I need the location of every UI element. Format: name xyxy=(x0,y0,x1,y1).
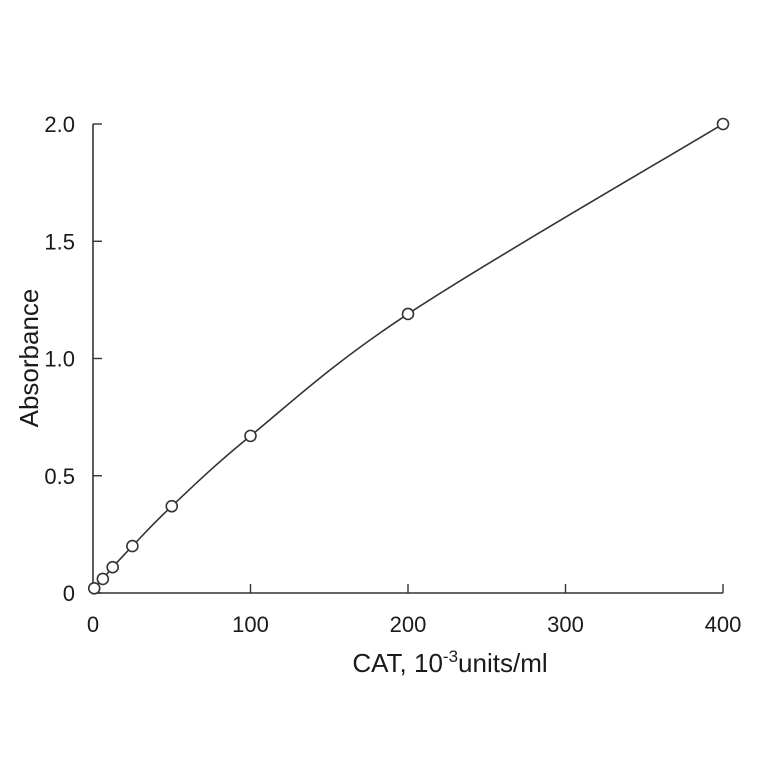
x-tick-label: 200 xyxy=(390,612,427,637)
data-point xyxy=(165,499,179,513)
data-point xyxy=(96,572,110,586)
x-axis-title: CAT, 10-3units/ml xyxy=(352,647,547,678)
x-axis-title-main: CAT, 10 xyxy=(352,648,443,678)
x-tick-label: 0 xyxy=(87,612,99,637)
axes xyxy=(92,124,723,594)
x-axis-title-suffix: units/ml xyxy=(458,648,548,678)
x-tick-label: 300 xyxy=(547,612,584,637)
x-axis-title-superscript: -3 xyxy=(443,647,458,666)
data-point xyxy=(244,429,257,443)
data-point xyxy=(106,560,119,574)
y-tick-label: 0.5 xyxy=(44,464,75,489)
data-point xyxy=(126,539,139,553)
x-tick-label: 400 xyxy=(705,612,742,637)
series-line xyxy=(93,123,724,589)
ticks: 0 0.5 1.0 1.5 2.0 0 100 200 300 400 xyxy=(44,112,741,637)
series xyxy=(87,117,730,595)
y-tick-label: 1.0 xyxy=(44,347,75,372)
x-tick-label: 100 xyxy=(232,612,269,637)
y-axis-title: Absorbance xyxy=(14,289,44,428)
y-tick-label: 1.5 xyxy=(44,229,75,254)
data-point xyxy=(401,307,415,321)
y-tick-label: 2.0 xyxy=(44,112,75,137)
y-tick-label: 0 xyxy=(63,581,75,606)
data-point xyxy=(87,582,101,595)
data-point xyxy=(716,117,730,131)
